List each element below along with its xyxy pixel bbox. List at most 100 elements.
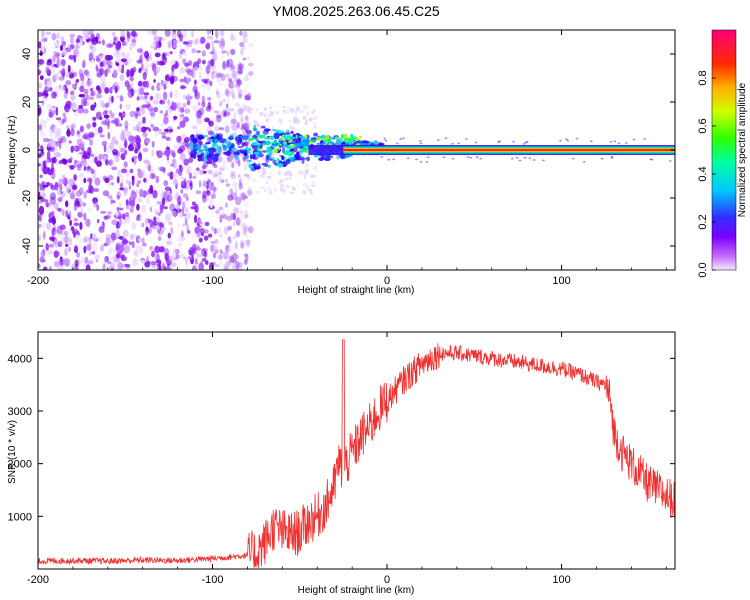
- heatmap-cell: [202, 143, 207, 150]
- heatmap-cell: [136, 59, 143, 64]
- heatmap-cell: [46, 222, 52, 231]
- heatmap-cell: [110, 262, 116, 270]
- heatmap-cell: [219, 189, 223, 193]
- heatmap-cell: [384, 139, 388, 142]
- heatmap-cell: [125, 103, 132, 111]
- heatmap-cell: [136, 109, 141, 114]
- heatmap-cell: [303, 123, 308, 126]
- heatmap-cell: [617, 142, 621, 145]
- heatmap-cell: [88, 96, 94, 101]
- heatmap-cell: [281, 155, 285, 161]
- heatmap-cell: [243, 259, 248, 265]
- heatmap-cell: [243, 151, 248, 157]
- heatmap-cell: [253, 151, 260, 155]
- heatmap-cell: [199, 64, 203, 72]
- heatmap-cell: [226, 111, 231, 117]
- heatmap-cell: [44, 209, 51, 214]
- heatmap-cell: [243, 76, 250, 82]
- heatmap-cell: [293, 187, 296, 192]
- heatmap-cell: [153, 106, 159, 113]
- heatmap-cell: [279, 187, 284, 192]
- heatmap-cell: [236, 222, 242, 227]
- heatmap-cell: [528, 157, 532, 160]
- heatmap-cell: [78, 143, 85, 150]
- heatmap-cell: [330, 155, 334, 159]
- heatmap-cell: [306, 111, 310, 116]
- heatmap-cell: [202, 164, 207, 170]
- heatmap-cell: [510, 157, 514, 160]
- heatmap-cell: [582, 160, 586, 163]
- heatmap-cell: [71, 83, 76, 89]
- heatmap-cell: [194, 258, 198, 265]
- heatmap-cell: [123, 161, 128, 168]
- heatmap-cell: [237, 63, 243, 70]
- x-tick-label: 100: [552, 275, 570, 287]
- heatmap-cell: [90, 45, 97, 54]
- snr-ylabel: SNR (10 * v/v): [7, 420, 18, 484]
- heatmap-cell: [267, 187, 271, 190]
- heatmap-cell: [43, 266, 48, 270]
- heatmap-cell: [208, 236, 212, 244]
- heatmap-cell: [79, 125, 84, 133]
- heatmap-cell: [40, 249, 46, 258]
- heatmap-cell: [166, 51, 171, 57]
- heatmap-cell: [239, 240, 245, 249]
- heatmap-cell: [63, 258, 67, 266]
- heatmap-cell: [257, 124, 260, 128]
- heatmap-cell: [224, 73, 231, 79]
- heatmap-cell: [108, 247, 112, 256]
- heatmap-cell: [103, 144, 107, 153]
- heatmap-cell: [69, 219, 72, 227]
- heatmap-cell: [72, 50, 79, 55]
- heatmap-cell: [194, 203, 199, 213]
- heatmap-cell: [374, 140, 379, 146]
- heatmap-cell: [51, 91, 57, 99]
- colorbar-tick-label: 0.0: [697, 262, 709, 277]
- heatmap-cell: [232, 235, 237, 240]
- heatmap-cell: [343, 148, 675, 152]
- heatmap-cell: [58, 135, 62, 140]
- heatmap-cell: [74, 160, 80, 164]
- heatmap-cell: [138, 188, 144, 198]
- heatmap-cell: [230, 118, 237, 125]
- heatmap-cell: [236, 79, 239, 87]
- heatmap-cell: [270, 171, 273, 175]
- heatmap-cell: [406, 157, 410, 160]
- heatmap-cell: [96, 236, 103, 242]
- heatmap-cell: [251, 178, 257, 182]
- heatmap-cell: [203, 170, 207, 174]
- heatmap-cell: [163, 56, 168, 63]
- heatmap-cell: [219, 249, 223, 253]
- heatmap-cell: [231, 262, 237, 270]
- heatmap-cell: [392, 158, 395, 161]
- heatmap-cell: [116, 95, 122, 99]
- heatmap-cell: [47, 169, 54, 176]
- heatmap-cell: [119, 103, 123, 110]
- heatmap-cell: [89, 96, 95, 101]
- heatmap-cell: [211, 181, 214, 188]
- heatmap-cell: [564, 138, 568, 141]
- heatmap-cell: [226, 109, 231, 119]
- heatmap-cell: [71, 188, 75, 196]
- heatmap-cell: [263, 112, 267, 118]
- heatmap-cell: [60, 85, 66, 92]
- heatmap-cell: [212, 252, 217, 259]
- heatmap-cell: [219, 38, 225, 46]
- heatmap-cell: [304, 134, 308, 139]
- heatmap-cell: [182, 58, 187, 65]
- heatmap-cell: [209, 199, 214, 209]
- heatmap-cell: [285, 150, 290, 153]
- heatmap-cell: [90, 104, 95, 111]
- y-tick-label: -20: [21, 190, 33, 206]
- heatmap-cell: [169, 75, 175, 85]
- heatmap-cell: [228, 77, 233, 82]
- heatmap-cell: [237, 158, 241, 167]
- heatmap-cell: [126, 169, 130, 179]
- heatmap-cell: [210, 58, 215, 67]
- heatmap-cell: [159, 167, 166, 172]
- heatmap-cell: [230, 36, 237, 41]
- heatmap-cell: [215, 30, 219, 39]
- heatmap-cell: [57, 120, 62, 124]
- heatmap-cell: [83, 108, 89, 114]
